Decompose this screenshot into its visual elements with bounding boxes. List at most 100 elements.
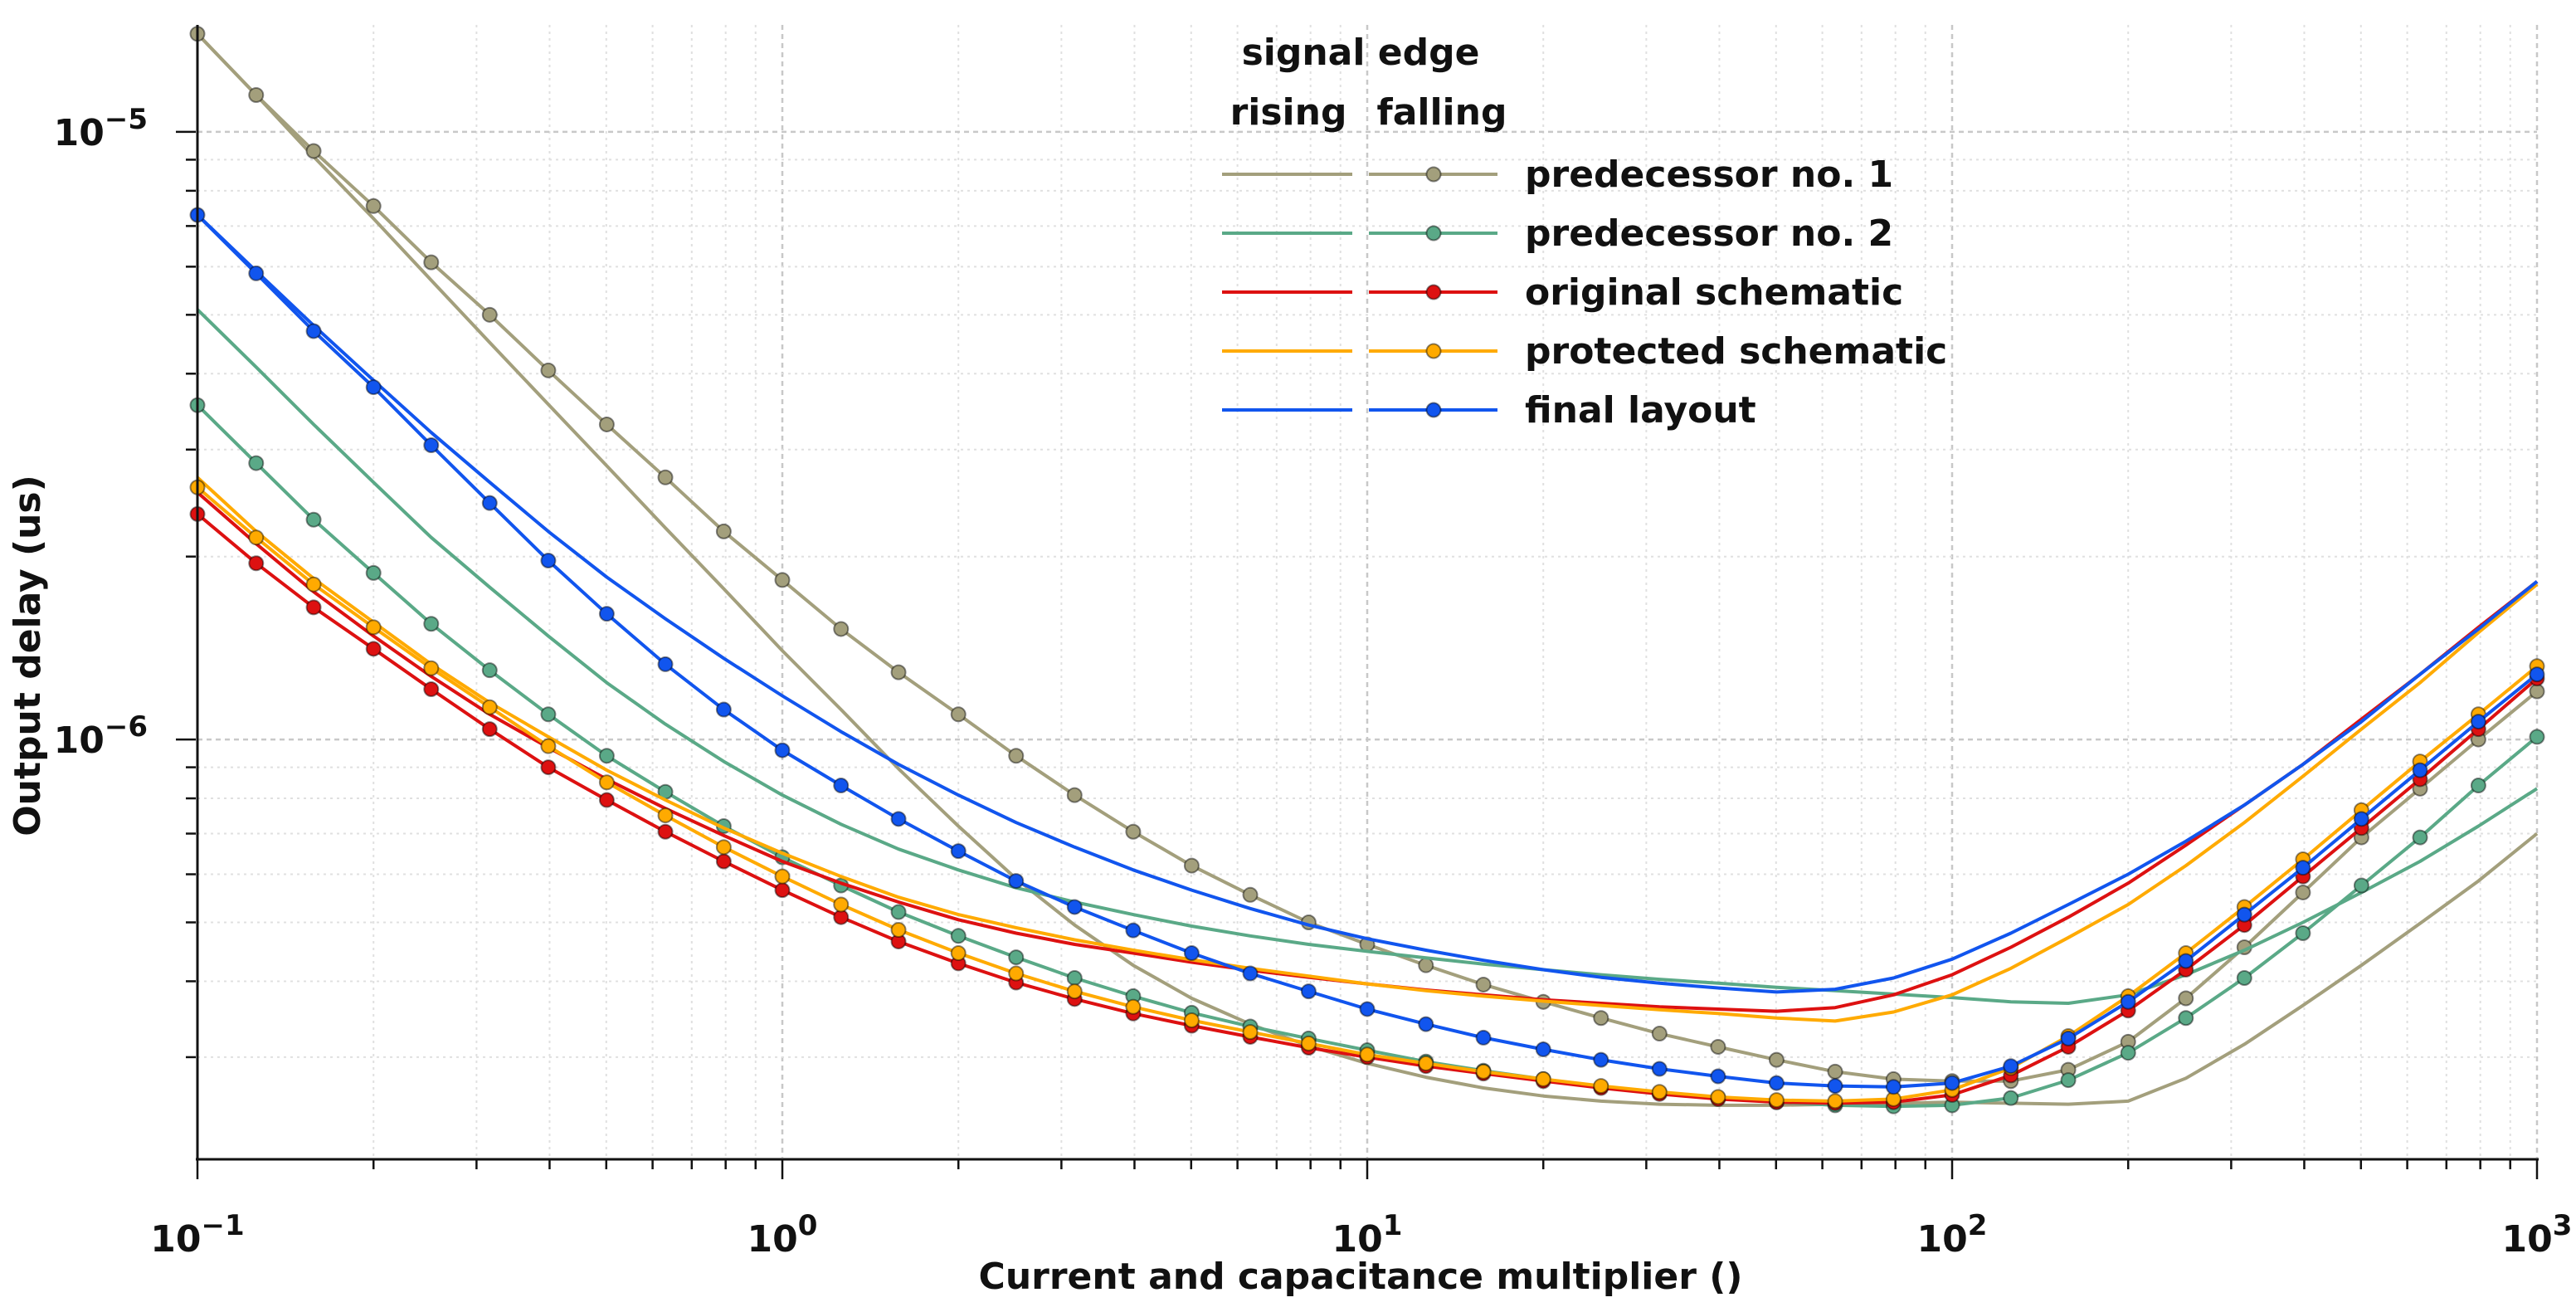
y-axis-title: Output delay (us) bbox=[7, 475, 49, 836]
data-point-predecessor-no-1 bbox=[1242, 886, 1259, 903]
data-point-original-schematic bbox=[305, 599, 322, 616]
data-point-original-schematic bbox=[423, 680, 440, 697]
data-point-predecessor-no-1 bbox=[1475, 976, 1492, 993]
grid bbox=[196, 25, 2539, 1158]
data-point-predecessor-no-1 bbox=[305, 143, 322, 159]
data-point-protected-schematic bbox=[715, 839, 732, 856]
data-point-protected-schematic bbox=[1535, 1071, 1551, 1087]
data-point-final-layout bbox=[1125, 922, 1142, 939]
data-point-predecessor-no-2 bbox=[2120, 1045, 2136, 1061]
data-point-predecessor-no-1 bbox=[657, 469, 674, 485]
data-point-predecessor-no-1 bbox=[950, 706, 967, 723]
data-point-predecessor-no-2 bbox=[1008, 949, 1025, 966]
data-point-predecessor-no-1 bbox=[1418, 957, 1434, 973]
data-point-final-layout bbox=[481, 495, 498, 511]
data-point-final-layout bbox=[1418, 1016, 1434, 1032]
x-tick-label: 103 bbox=[2502, 1209, 2573, 1261]
tick-labels: 10−1 100 101 102 103 10−6 10−5 bbox=[54, 103, 2573, 1261]
data-point-protected-schematic bbox=[1183, 1012, 1200, 1028]
legend: signal edge rising falling predecessor n… bbox=[1222, 32, 1947, 432]
data-point-protected-schematic bbox=[1768, 1092, 1785, 1109]
data-point-final-layout bbox=[1359, 1001, 1376, 1017]
data-point-final-layout bbox=[365, 379, 382, 396]
series-line-protected-schematic-rising bbox=[196, 476, 2539, 1023]
data-point-predecessor-no-1 bbox=[540, 362, 557, 378]
data-point-protected-schematic bbox=[248, 529, 265, 546]
data-point-final-layout bbox=[1593, 1051, 1609, 1068]
data-point-predecessor-no-2 bbox=[2236, 969, 2252, 986]
data-point-protected-schematic bbox=[1593, 1078, 1609, 1095]
legend-label-protected-schematic: protected schematic bbox=[1525, 330, 1947, 373]
data-point-final-layout bbox=[890, 811, 907, 827]
data-point-final-layout bbox=[2060, 1030, 2077, 1046]
data-point-final-layout bbox=[833, 778, 850, 794]
data-point-predecessor-no-1 bbox=[365, 198, 382, 214]
data-point-protected-schematic bbox=[1651, 1084, 1668, 1100]
data-point-predecessor-no-2 bbox=[2412, 829, 2428, 846]
data-point-final-layout bbox=[1008, 873, 1025, 890]
data-point-final-layout bbox=[1944, 1075, 1960, 1091]
data-point-original-schematic bbox=[481, 721, 498, 738]
data-point-protected-schematic bbox=[481, 699, 498, 715]
data-point-predecessor-no-2 bbox=[305, 511, 322, 528]
data-point-original-schematic bbox=[365, 641, 382, 657]
legend-label-final-layout: final layout bbox=[1525, 389, 1756, 432]
data-point-protected-schematic bbox=[1242, 1024, 1259, 1041]
data-point-predecessor-no-1 bbox=[423, 254, 440, 271]
y-tick-label: 10−5 bbox=[54, 103, 148, 154]
data-point-predecessor-no-2 bbox=[2529, 729, 2545, 745]
data-point-final-layout bbox=[1242, 965, 1259, 982]
data-point-predecessor-no-2 bbox=[2003, 1090, 2019, 1106]
data-point-final-layout bbox=[1535, 1041, 1551, 1058]
data-point-final-layout bbox=[1651, 1061, 1668, 1077]
data-point-final-layout bbox=[774, 742, 791, 758]
data-point-protected-schematic bbox=[365, 619, 382, 636]
data-point-predecessor-no-1 bbox=[598, 416, 615, 432]
data-point-final-layout bbox=[1827, 1078, 1843, 1095]
data-point-final-layout bbox=[598, 606, 615, 622]
data-point-predecessor-no-2 bbox=[598, 748, 615, 764]
data-point-predecessor-no-1 bbox=[481, 306, 498, 323]
legend-col-falling: falling bbox=[1377, 91, 1507, 134]
data-point-predecessor-no-1 bbox=[1008, 748, 1025, 764]
data-point-protected-schematic bbox=[423, 660, 440, 676]
data-point-final-layout bbox=[1710, 1068, 1726, 1085]
legend-label-predecessor-no-2: predecessor no. 2 bbox=[1525, 212, 1893, 255]
data-point-protected-schematic bbox=[657, 807, 674, 824]
data-point-predecessor-no-1 bbox=[890, 664, 907, 680]
data-point-predecessor-no-1 bbox=[774, 572, 791, 588]
data-point-final-layout bbox=[715, 701, 732, 718]
series-line-final-layout-rising bbox=[196, 213, 2539, 994]
legend-header: signal edge bbox=[1242, 32, 1480, 74]
data-point-protected-schematic bbox=[1300, 1035, 1317, 1051]
data-point-final-layout bbox=[1300, 983, 1317, 1000]
data-point-protected-schematic bbox=[1125, 998, 1142, 1015]
data-point-predecessor-no-1 bbox=[2529, 683, 2545, 700]
data-point-predecessor-no-1 bbox=[1651, 1026, 1668, 1042]
y-tick-label: 10−6 bbox=[54, 710, 148, 762]
data-point-final-layout bbox=[2353, 811, 2369, 827]
data-point-predecessor-no-2 bbox=[2295, 924, 2311, 941]
data-point-original-schematic bbox=[774, 882, 791, 899]
x-tick-label: 10−1 bbox=[150, 1209, 244, 1261]
data-point-original-schematic bbox=[657, 823, 674, 840]
data-point-predecessor-no-1 bbox=[1768, 1051, 1785, 1068]
data-point-final-layout bbox=[1475, 1029, 1492, 1046]
data-point-final-layout bbox=[2178, 953, 2194, 969]
data-point-protected-schematic bbox=[598, 774, 615, 791]
data-point-final-layout bbox=[423, 437, 440, 454]
x-tick-label: 100 bbox=[747, 1209, 818, 1261]
x-tick-label: 102 bbox=[1917, 1209, 1988, 1261]
data-point-final-layout bbox=[2236, 906, 2252, 923]
data-point-predecessor-no-2 bbox=[248, 455, 265, 471]
legend-label-original-schematic: original schematic bbox=[1525, 271, 1903, 314]
data-point-protected-schematic bbox=[540, 738, 557, 754]
x-tick-label: 101 bbox=[1332, 1209, 1403, 1261]
legend-marker bbox=[1425, 166, 1442, 183]
legend-marker bbox=[1425, 225, 1442, 241]
data-point-predecessor-no-1 bbox=[248, 86, 265, 103]
legend-label-predecessor-no-1: predecessor no. 1 bbox=[1525, 154, 1893, 196]
data-point-final-layout bbox=[248, 265, 265, 281]
data-point-final-layout bbox=[1183, 945, 1200, 962]
data-point-final-layout bbox=[1768, 1075, 1785, 1091]
